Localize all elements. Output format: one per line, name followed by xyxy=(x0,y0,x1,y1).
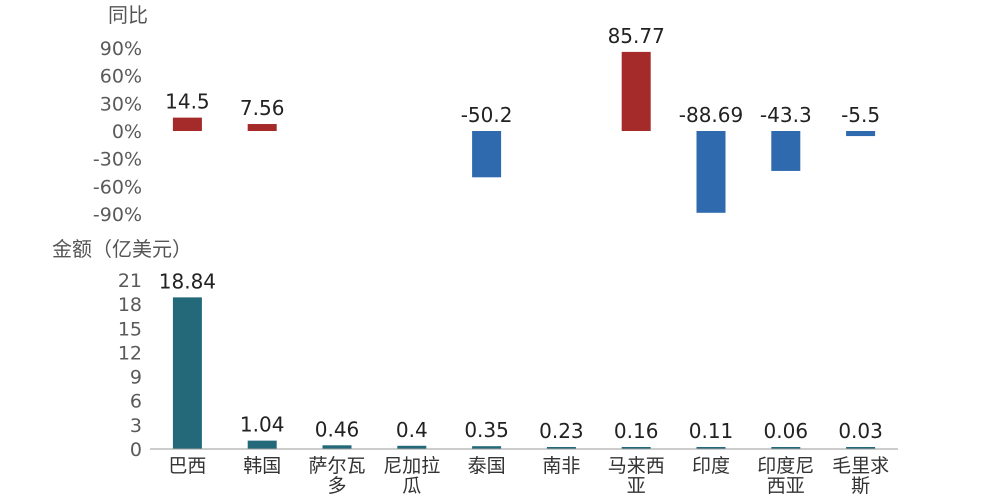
amount-tick-label: 9 xyxy=(130,367,142,389)
amount-bar xyxy=(846,447,876,449)
amount-value-label: 0.23 xyxy=(539,419,584,443)
yoy-bar xyxy=(621,51,651,131)
yoy-axis-title: 同比 xyxy=(108,3,148,27)
yoy-value-label: -5.5 xyxy=(841,103,880,127)
category-label: 斯 xyxy=(851,475,870,497)
amount-value-label: 1.04 xyxy=(240,413,285,437)
category-label: 西亚 xyxy=(767,475,805,497)
yoy-panel: 同比 90% 60% 30% 0% -30% -60% -90% 14.5 7.56 -50.2… xyxy=(93,3,880,226)
yoy-bar xyxy=(696,131,726,213)
category-label: 南非 xyxy=(542,455,580,477)
amount-value-label: 0.11 xyxy=(689,419,734,443)
category-label: 瓜 xyxy=(402,475,421,497)
yoy-bar xyxy=(771,131,801,171)
amount-tick-label: 0 xyxy=(130,439,142,461)
yoy-bar xyxy=(247,124,277,131)
yoy-bar xyxy=(846,131,876,137)
amount-bar xyxy=(546,447,576,449)
amount-value-label: 0.46 xyxy=(315,417,360,441)
amount-bar xyxy=(247,440,277,449)
category-label: 萨尔瓦 xyxy=(308,455,365,477)
amount-tick-label: 15 xyxy=(118,318,142,340)
yoy-tick-label: 0% xyxy=(112,121,142,143)
amount-value-label: 0.06 xyxy=(764,419,809,443)
category-label: 印度 xyxy=(692,455,730,477)
yoy-tick-label: -90% xyxy=(93,204,142,226)
amount-value-labels: 18.84 1.04 0.46 0.4 0.35 0.23 0.16 0.11 0.06 0.03 xyxy=(159,269,883,443)
amount-tick-label: 21 xyxy=(118,270,142,292)
yoy-bar xyxy=(172,117,202,131)
amount-bar xyxy=(771,447,801,449)
yoy-value-label: -88.69 xyxy=(679,103,743,127)
amount-value-label: 18.84 xyxy=(159,269,216,293)
amount-bar xyxy=(397,445,427,449)
yoy-tick-label: 30% xyxy=(100,93,142,115)
yoy-tick-label: -60% xyxy=(93,176,142,198)
yoy-value-label: -50.2 xyxy=(461,103,513,127)
yoy-tick-labels: 90% 60% 30% 0% -30% -60% -90% xyxy=(93,38,142,226)
amount-tick-label: 6 xyxy=(130,391,142,413)
amount-tick-label: 12 xyxy=(118,342,142,364)
yoy-bars xyxy=(172,51,876,213)
amount-bar xyxy=(472,446,502,449)
yoy-value-label: 85.77 xyxy=(608,24,665,48)
amount-axis-title: 金额（亿美元） xyxy=(52,237,192,261)
amount-tick-label: 18 xyxy=(118,294,142,316)
amount-tick-label: 3 xyxy=(130,415,142,437)
yoy-value-labels: 14.5 7.56 -50.2 85.77 -88.69 -43.3 -5.5 xyxy=(165,24,880,127)
yoy-value-label: 7.56 xyxy=(240,96,285,120)
yoy-tick-label: 90% xyxy=(100,38,142,60)
yoy-tick-label: -30% xyxy=(93,149,142,171)
category-label: 巴西 xyxy=(168,455,206,477)
category-label: 多 xyxy=(327,475,346,497)
amount-bar xyxy=(621,447,651,449)
category-label: 毛里求 xyxy=(832,455,889,477)
amount-bar xyxy=(696,447,726,449)
yoy-value-label: -43.3 xyxy=(760,103,812,127)
amount-value-label: 0.35 xyxy=(464,418,509,442)
category-label: 尼加拉 xyxy=(383,455,440,477)
yoy-tick-label: 60% xyxy=(100,66,142,88)
amount-bar xyxy=(172,297,202,449)
category-label: 泰国 xyxy=(468,455,506,477)
amount-value-label: 0.03 xyxy=(838,419,883,443)
yoy-value-label: 14.5 xyxy=(165,90,210,114)
amount-value-label: 0.4 xyxy=(396,418,428,442)
amount-value-label: 0.16 xyxy=(614,419,659,443)
category-label: 印度尼 xyxy=(757,455,814,477)
category-label: 韩国 xyxy=(243,455,281,477)
amount-bar xyxy=(322,445,352,449)
category-label: 亚 xyxy=(627,475,646,497)
yoy-bar xyxy=(472,131,502,178)
category-label: 马来西 xyxy=(608,455,665,477)
amount-bars xyxy=(172,297,876,449)
